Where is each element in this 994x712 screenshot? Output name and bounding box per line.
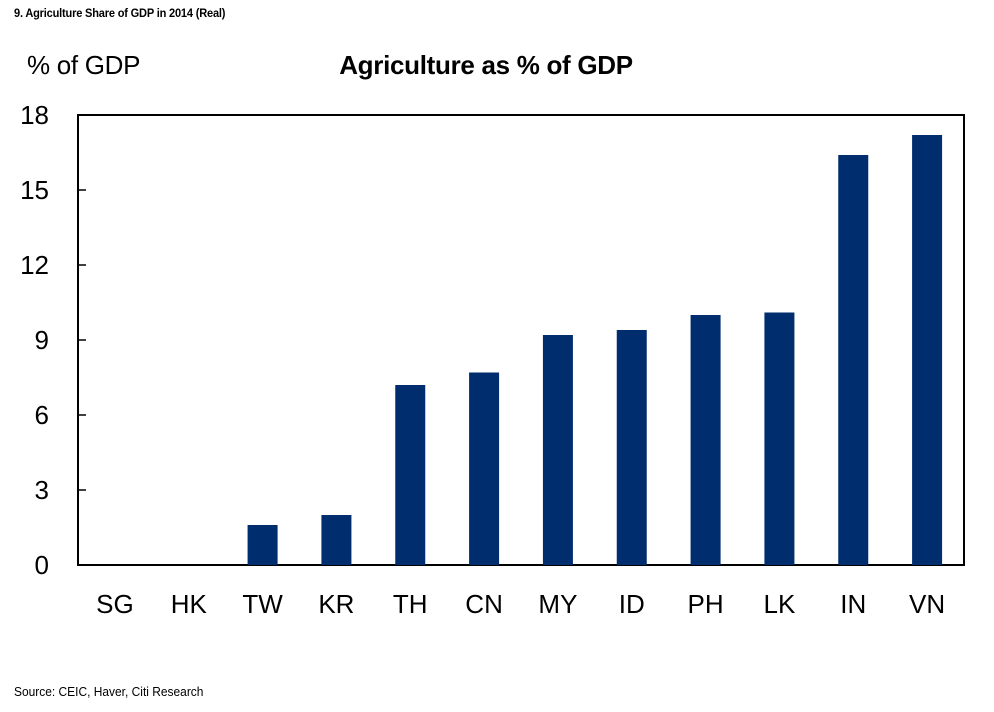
- y-axis-ticks: 0 3 6 9 12 15 18: [20, 100, 86, 580]
- bar-kr: [321, 515, 352, 565]
- bar-th: [395, 385, 426, 565]
- x-tick-label: CN: [465, 589, 503, 619]
- y-axis-label: % of GDP: [27, 50, 141, 80]
- figure-caption: 9. Agriculture Share of GDP in 2014 (Rea…: [14, 6, 226, 20]
- bar-vn: [912, 135, 943, 565]
- bar-id: [616, 330, 647, 565]
- chart-title: Agriculture as % of GDP: [0, 50, 994, 81]
- bars: [247, 135, 943, 565]
- y-tick-label: 12: [20, 250, 49, 280]
- x-axis-ticks: SG HK TW KR TH CN MY ID PH LK IN VN: [96, 589, 945, 619]
- x-tick-label: MY: [538, 589, 577, 619]
- y-tick-label: 18: [20, 100, 49, 130]
- bar-ph: [690, 315, 721, 565]
- plot-frame: [77, 114, 965, 566]
- y-tick-label: 3: [35, 475, 49, 505]
- y-tick-label: 0: [35, 550, 49, 580]
- bar-tw: [247, 525, 278, 565]
- bar-my: [542, 335, 573, 565]
- x-tick-label: TW: [242, 589, 283, 619]
- y-tick-label: 9: [35, 325, 49, 355]
- x-tick-label: IN: [840, 589, 866, 619]
- y-tick-label: 15: [20, 175, 49, 205]
- chart-title-text: Agriculture as % of GDP: [339, 50, 633, 80]
- x-tick-label: HK: [171, 589, 208, 619]
- x-tick-label: PH: [688, 589, 724, 619]
- x-tick-label: VN: [909, 589, 945, 619]
- y-tick-label: 6: [35, 400, 49, 430]
- bar-in: [838, 155, 869, 565]
- x-tick-label: KR: [318, 589, 354, 619]
- bar-cn: [469, 372, 500, 565]
- x-tick-label: TH: [393, 589, 428, 619]
- x-tick-label: ID: [619, 589, 645, 619]
- x-tick-label: SG: [96, 589, 134, 619]
- source-note: Source: CEIC, Haver, Citi Research: [14, 684, 204, 699]
- x-tick-label: LK: [764, 589, 796, 619]
- bar-lk: [764, 312, 795, 565]
